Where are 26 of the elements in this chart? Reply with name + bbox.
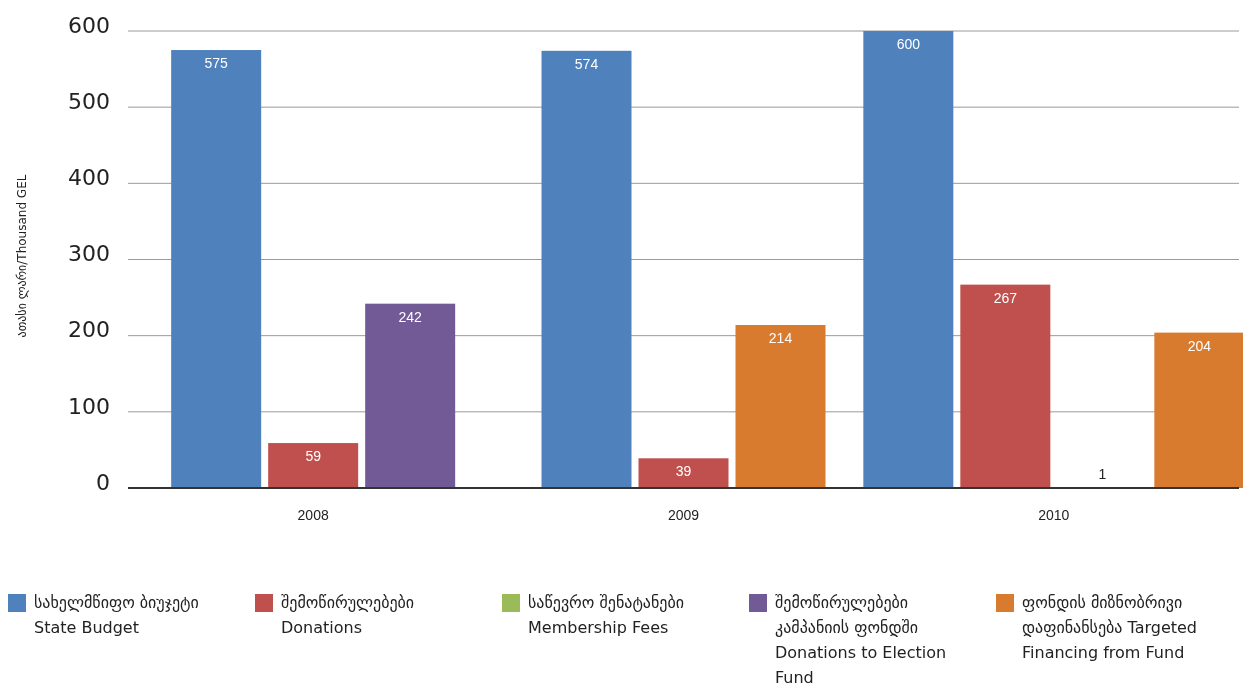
data-label: 574 bbox=[574, 55, 599, 72]
data-label: 214 bbox=[768, 330, 793, 346]
data-label: 39 bbox=[675, 463, 692, 480]
legend-label: შემოწირულებები Donations bbox=[281, 592, 416, 639]
x-tick-label: 2008 bbox=[297, 506, 329, 523]
data-label: 575 bbox=[204, 55, 229, 72]
y-tick-label: 400 bbox=[68, 165, 110, 191]
x-tick-label: 2009 bbox=[667, 506, 700, 523]
data-label: 204 bbox=[1187, 337, 1212, 354]
y-tick-label: 100 bbox=[68, 393, 110, 419]
legend-label: ფონდის მიზნობრივი დაფინანსება Targeted Financing from Fund bbox=[1022, 592, 1198, 664]
y-tick-label: 300 bbox=[68, 241, 110, 267]
legend-label: სახელმწიფო ბიუჯეტი State Budget bbox=[34, 592, 200, 639]
data-label: 267 bbox=[993, 289, 1018, 306]
data-label: 1 bbox=[1098, 466, 1107, 483]
y-tick-label: 500 bbox=[68, 88, 110, 114]
legend-label: საწევრო შენატანები Membership Fees bbox=[528, 592, 686, 639]
x-tick-label: 2010 bbox=[1038, 506, 1070, 523]
y-tick-label: 600 bbox=[68, 12, 110, 38]
y-tick-label: 200 bbox=[68, 317, 110, 343]
legend-label: შემოწირულებები კამპანიის ფონდში Donations to Election Fund bbox=[775, 592, 948, 688]
y-axis-title: ათასი ლარი/Thousand GEL bbox=[15, 174, 29, 338]
data-label: 59 bbox=[305, 448, 322, 465]
y-tick-label: 0 bbox=[96, 469, 110, 495]
data-label: 242 bbox=[398, 308, 423, 325]
data-label: 600 bbox=[896, 36, 921, 52]
